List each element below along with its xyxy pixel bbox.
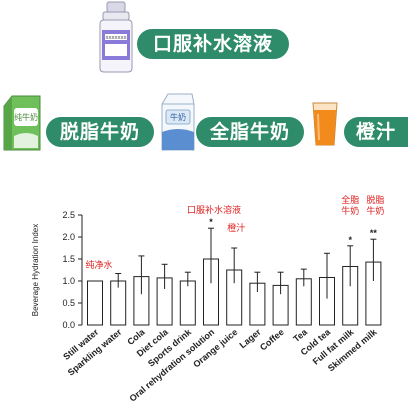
- carton-text-full: 牛奶: [170, 112, 186, 122]
- label-orange-juice: 橙汁: [344, 117, 408, 147]
- annotation-label: 全脂牛奶: [341, 194, 359, 217]
- medicine-bottle-icon: XXXXXXX: [99, 1, 133, 73]
- significance-marker: **: [370, 228, 378, 238]
- carton-text-skim: 纯牛奶: [14, 112, 38, 122]
- milk-carton-icon: 纯牛奶: [3, 95, 41, 151]
- y-axis-label: Beverage Hydration Index: [31, 224, 40, 317]
- category-label: Coffee: [258, 327, 286, 353]
- bars-group: [87, 258, 382, 326]
- annotation-label: 纯净水: [85, 259, 112, 271]
- y-axis-ticks: 0.0 0.5 1.0 1.5 2.0 2.5: [62, 210, 82, 330]
- error-bars-group: [115, 227, 377, 299]
- significance-marker: *: [209, 217, 213, 227]
- y-tick-label: 2.5: [62, 210, 75, 220]
- hydration-bar-chart: Beverage Hydration Index 0.0 0.5 1.0 1.5 2.0…: [31, 194, 384, 404]
- label-skimmed-milk: 脱脂牛奶: [46, 117, 154, 147]
- label-oral-rehydration: 口服补水溶液: [137, 29, 289, 59]
- y-tick-label: 2.0: [62, 232, 75, 242]
- significance-marker: *: [348, 235, 352, 245]
- annotation-label: 脱脂牛奶: [366, 194, 384, 217]
- y-tick-label: 0.0: [62, 320, 75, 330]
- juice-glass-icon: [312, 102, 338, 146]
- milk-carton-icon: 牛奶: [161, 93, 195, 151]
- bar: [110, 280, 127, 326]
- significance-group: ****: [209, 217, 377, 245]
- label-full-fat-milk: 全脂牛奶: [196, 117, 304, 147]
- annotation-label: 橙汁: [227, 222, 245, 234]
- bar: [179, 280, 196, 326]
- y-tick-label: 0.5: [62, 298, 75, 308]
- y-tick-label: 1.5: [62, 254, 75, 264]
- y-tick-label: 1.0: [62, 276, 75, 286]
- annotation-label: 口服补水溶液: [187, 204, 241, 216]
- bar: [87, 280, 103, 326]
- bottle-label-text: XXXXXXX: [105, 35, 126, 40]
